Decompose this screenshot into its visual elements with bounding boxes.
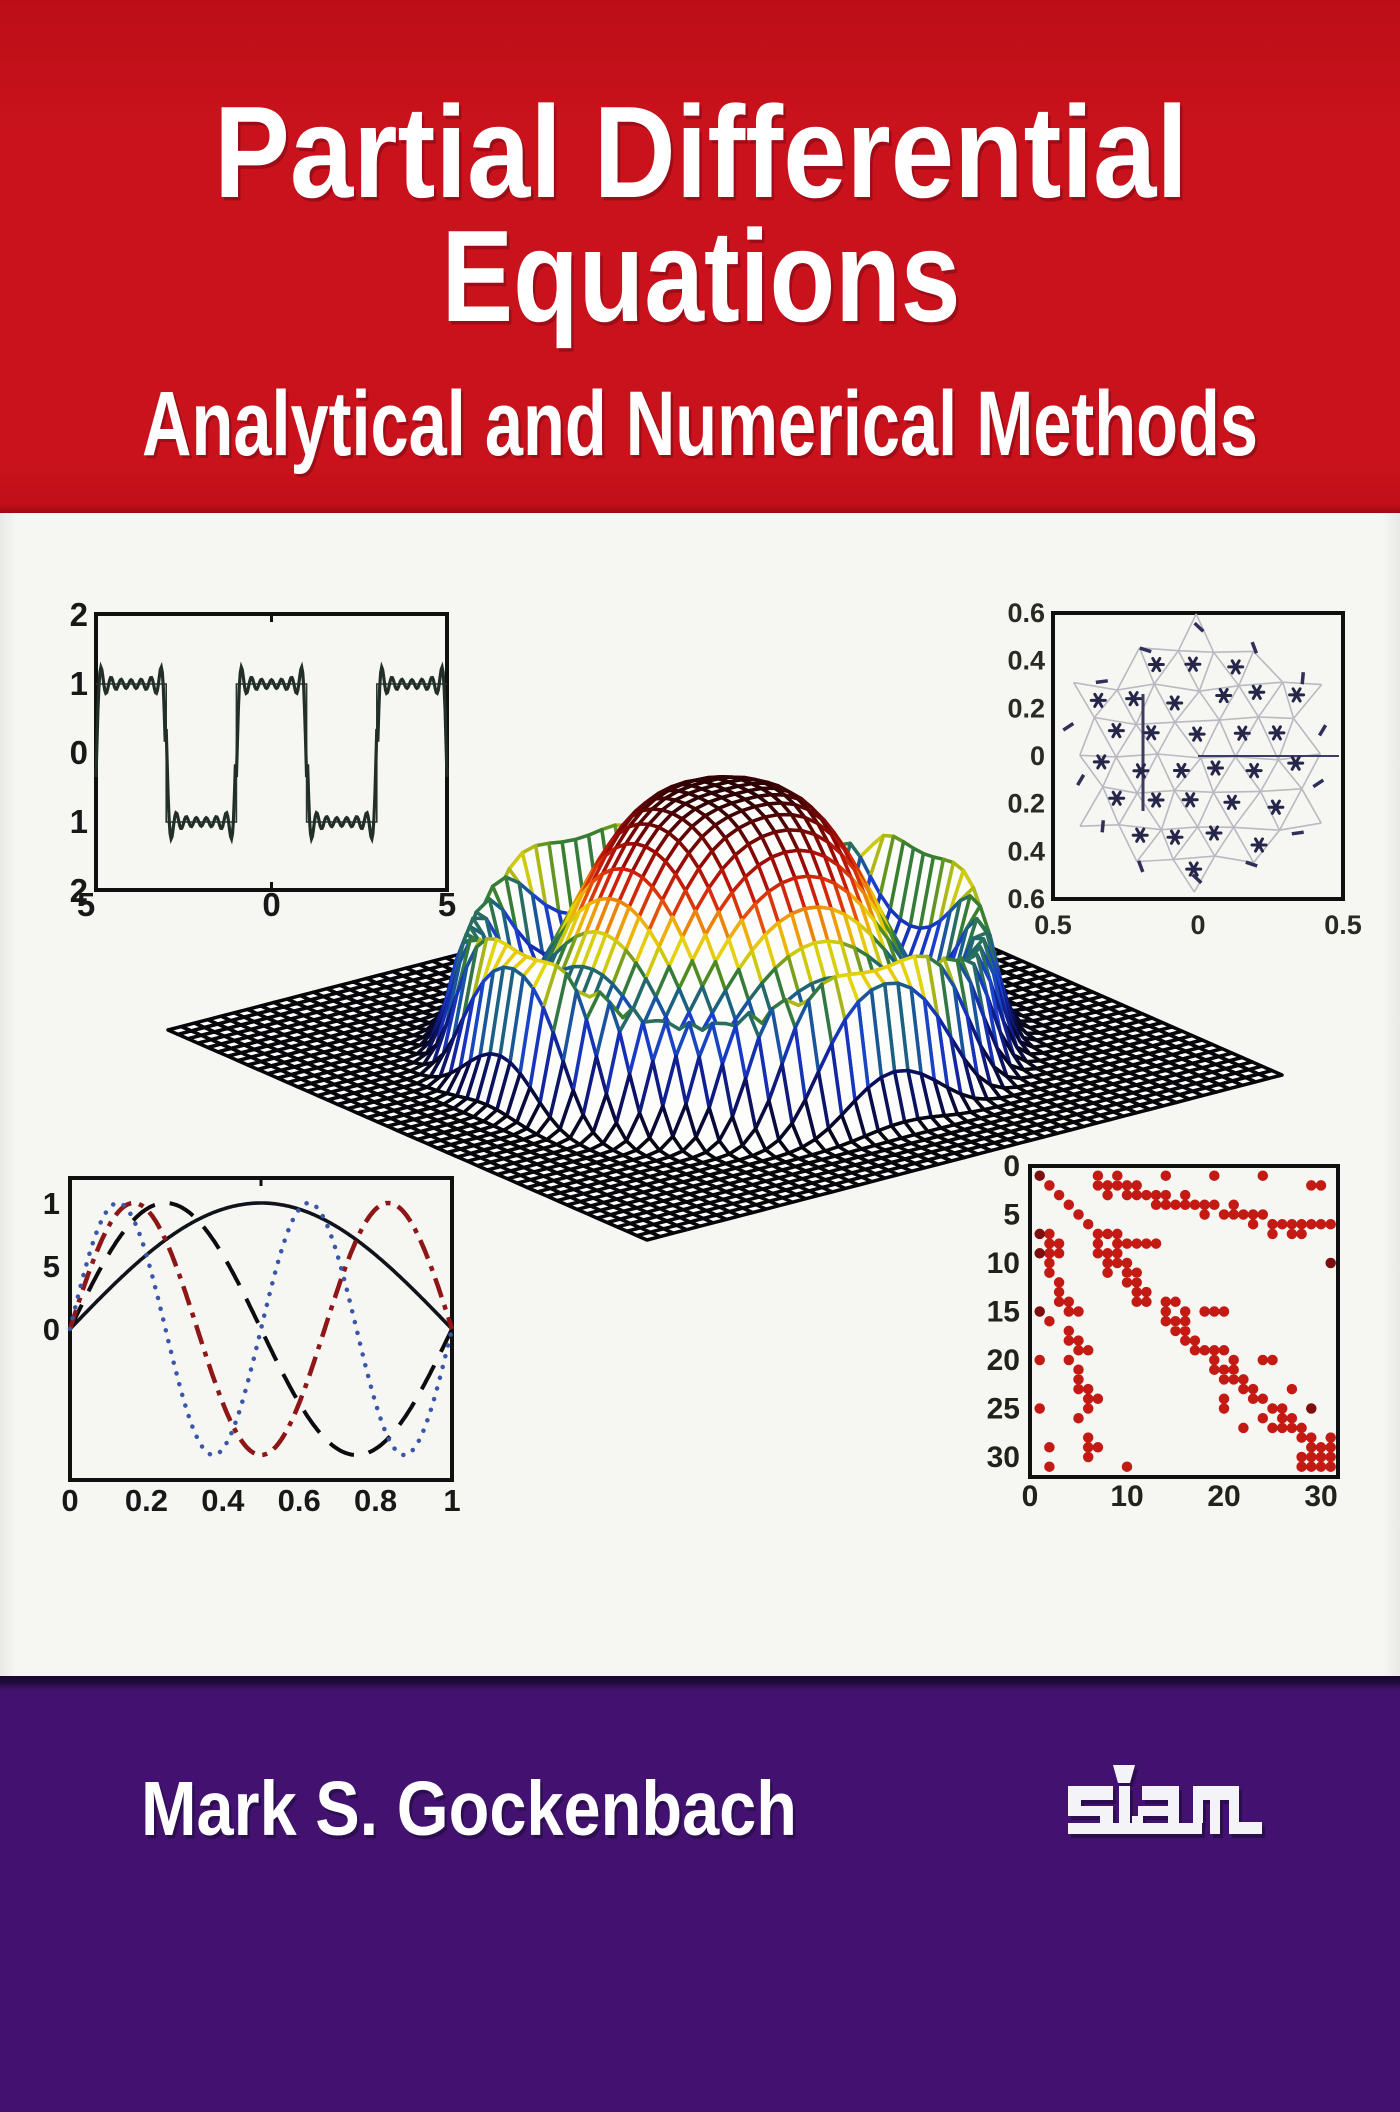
svg-text:0.4: 0.4 [1007,836,1045,866]
svg-text:20: 20 [1207,1480,1240,1513]
svg-text:0: 0 [1190,910,1205,940]
svg-text:0.6: 0.6 [1007,884,1045,914]
svg-text:20: 20 [987,1344,1020,1377]
svg-text:25: 25 [987,1393,1020,1426]
svg-text:Partial Differential: Partial Differential [214,80,1188,226]
svg-text:0.5: 0.5 [1034,910,1072,940]
svg-text:0.2: 0.2 [125,1483,168,1518]
svg-text:10: 10 [987,1247,1020,1280]
svg-text:Partial Differential: Partial Differential [216,83,1190,229]
svg-text:Analytical and Numerical Metho: Analytical and Numerical Methods [142,372,1258,474]
svg-text:Mark S. Gockenbach: Mark S. Gockenbach [141,1766,797,1852]
svg-text:2: 2 [70,596,88,633]
svg-text:0.2: 0.2 [1007,693,1045,723]
svg-text:0.5: 0.5 [1324,910,1362,940]
svg-text:30: 30 [987,1441,1020,1474]
svg-text:0.4: 0.4 [1007,646,1045,676]
svg-text:15: 15 [987,1296,1020,1329]
svg-text:Equations: Equations [444,207,963,353]
svg-text:0: 0 [70,734,88,771]
svg-text:0: 0 [1022,1480,1039,1513]
svg-text:1: 1 [43,1186,60,1221]
svg-text:5: 5 [43,1249,60,1284]
svg-text:0.6: 0.6 [1007,598,1045,628]
svg-text:Mark S. Gockenbach: Mark S. Gockenbach [144,1769,800,1855]
svg-text:2: 2 [70,872,88,909]
svg-text:0: 0 [61,1483,78,1518]
svg-text:Analytical and Numerical Metho: Analytical and Numerical Methods [144,375,1260,477]
svg-text:0: 0 [262,886,280,923]
svg-text:Equations: Equations [441,204,960,350]
svg-text:5: 5 [438,886,456,923]
svg-text:0.6: 0.6 [278,1483,321,1518]
svg-text:0.4: 0.4 [201,1483,245,1518]
svg-text:5: 5 [1003,1199,1020,1232]
svg-text:5: 5 [77,886,95,923]
svg-text:1: 1 [70,665,88,702]
svg-text:1: 1 [70,803,88,840]
svg-text:0: 0 [1003,1150,1020,1183]
svg-text:0.2: 0.2 [1007,789,1045,819]
svg-text:0: 0 [1030,741,1045,771]
svg-text:1: 1 [443,1483,460,1518]
svg-text:0: 0 [43,1312,60,1347]
svg-text:30: 30 [1304,1480,1337,1513]
svg-text:0.8: 0.8 [354,1483,397,1518]
svg-text:10: 10 [1110,1480,1143,1513]
